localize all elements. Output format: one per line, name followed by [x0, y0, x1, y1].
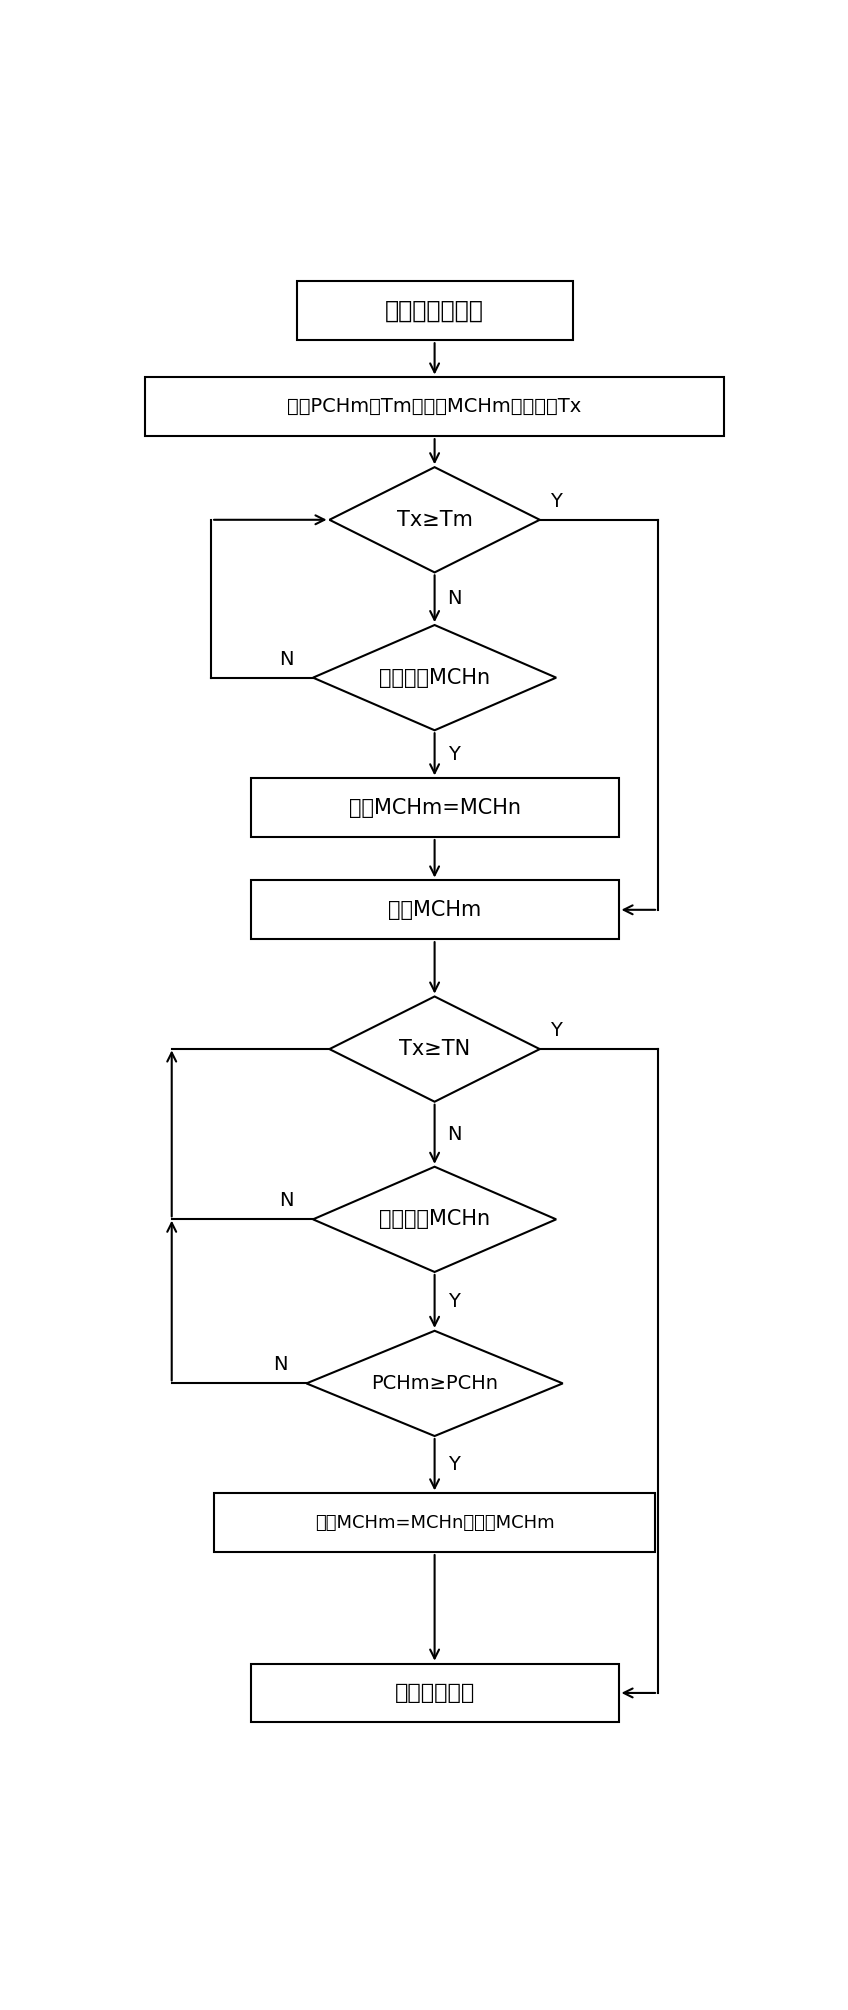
Polygon shape: [329, 466, 540, 573]
Text: N: N: [280, 649, 294, 669]
Polygon shape: [313, 625, 556, 730]
Text: 计算PCHm、Tm、生成MCHm、计时器Tx: 计算PCHm、Tm、生成MCHm、计时器Tx: [287, 398, 582, 416]
Text: Y: Y: [550, 1021, 562, 1039]
FancyBboxPatch shape: [297, 281, 572, 340]
Text: N: N: [447, 589, 461, 609]
Text: Y: Y: [550, 492, 562, 511]
Text: 广播MCHm: 广播MCHm: [388, 900, 481, 921]
Text: N: N: [280, 1192, 294, 1210]
Text: Tx≥Tm: Tx≥Tm: [397, 511, 472, 531]
Text: N: N: [447, 1126, 461, 1144]
Text: Y: Y: [449, 746, 460, 764]
FancyBboxPatch shape: [251, 1664, 619, 1723]
Text: 确定簇头节点: 确定簇头节点: [394, 1682, 475, 1702]
Text: Y: Y: [449, 1455, 460, 1473]
Polygon shape: [306, 1331, 563, 1435]
Text: N: N: [273, 1355, 287, 1375]
Text: 监测到异常事件: 监测到异常事件: [385, 299, 484, 324]
Text: 设置MCHm=MCHn: 设置MCHm=MCHn: [349, 798, 521, 818]
Polygon shape: [313, 1166, 556, 1272]
FancyBboxPatch shape: [251, 778, 619, 836]
FancyBboxPatch shape: [215, 1493, 655, 1552]
FancyBboxPatch shape: [251, 880, 619, 939]
Polygon shape: [329, 997, 540, 1101]
Text: 设置MCHm=MCHn，广播MCHm: 设置MCHm=MCHn，广播MCHm: [315, 1514, 555, 1532]
Text: 是否收到MCHn: 是否收到MCHn: [379, 667, 490, 687]
Text: 是否收到MCHn: 是否收到MCHn: [379, 1210, 490, 1230]
FancyBboxPatch shape: [146, 378, 724, 436]
Text: Tx≥TN: Tx≥TN: [399, 1039, 470, 1059]
Text: PCHm≥PCHn: PCHm≥PCHn: [371, 1375, 498, 1393]
Text: Y: Y: [449, 1292, 460, 1311]
